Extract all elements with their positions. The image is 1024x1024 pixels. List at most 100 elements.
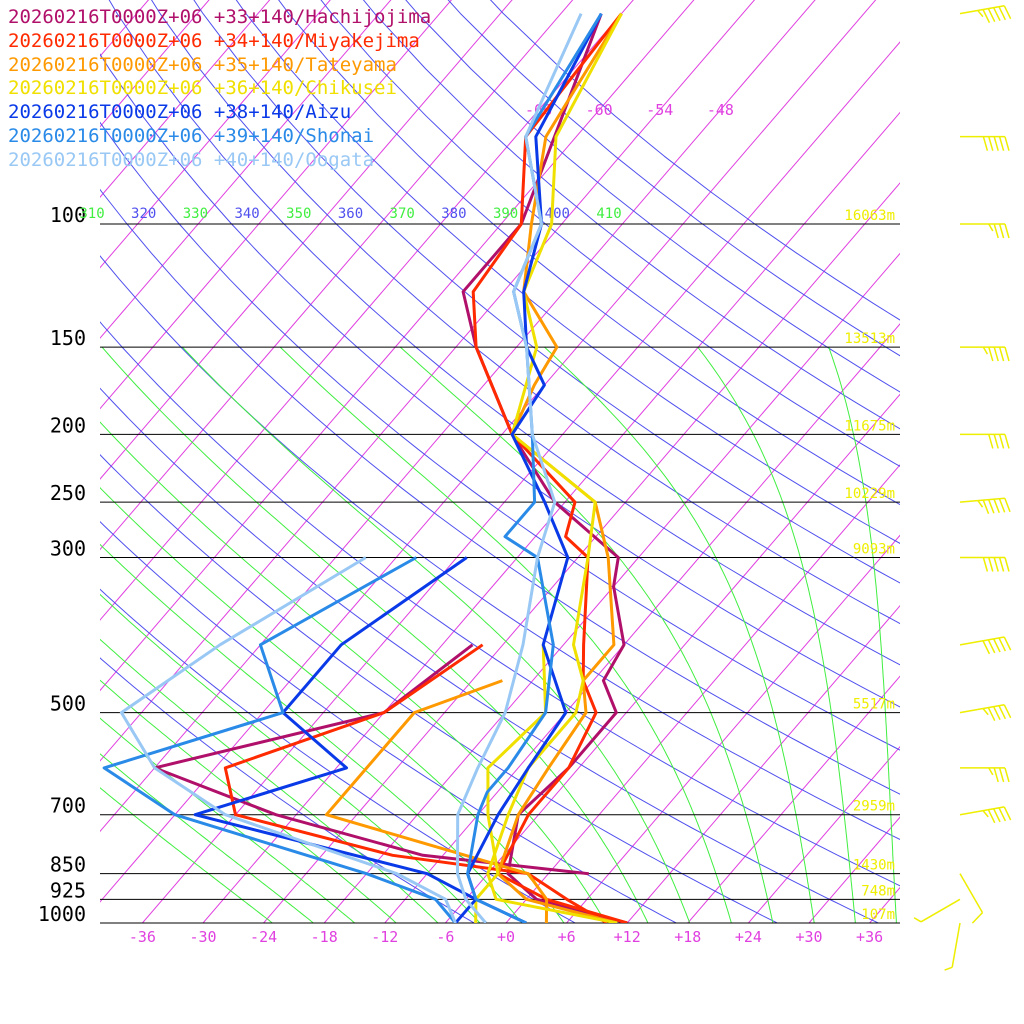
- temperature-line: [456, 12, 583, 923]
- barb-staff: [959, 704, 1005, 714]
- barb-feather: [988, 346, 994, 362]
- barb-feather: [1003, 636, 1012, 651]
- barb-feather: [993, 7, 1001, 22]
- x-tick-label: +36: [856, 928, 883, 946]
- pressure-label: 200: [50, 413, 86, 437]
- moist-adiabat: [100, 753, 315, 923]
- x-tick-label: +12: [614, 928, 641, 946]
- dewpoint-line: [153, 643, 589, 876]
- moist-adiabat: [182, 346, 691, 923]
- dry-adiabat: [100, 53, 900, 708]
- wind-barb: [959, 5, 1012, 23]
- legend-entry: 20260216T0000Z+06 +38+140/Aizu: [8, 101, 352, 124]
- barb-feather: [988, 136, 994, 151]
- height-label: 5517m: [853, 697, 895, 713]
- barb-feather: [988, 767, 994, 776]
- dry-adiabat: [405, 0, 900, 393]
- isotherm: [100, 0, 271, 198]
- barb-feather: [1004, 557, 1010, 572]
- wind-barb: [960, 767, 1010, 783]
- x-tick-label: +6: [558, 928, 576, 946]
- wind-barb: [959, 636, 1012, 655]
- barb-feather: [988, 223, 994, 232]
- dewpoint-line: [324, 679, 549, 923]
- wind-barb: [913, 898, 961, 923]
- pressure-label: 925: [50, 878, 86, 902]
- isotherm: [100, 0, 453, 410]
- barb-feather: [998, 557, 1005, 572]
- moist-adiabat: [828, 346, 897, 923]
- height-label: 16063m: [844, 208, 895, 224]
- barb-feather: [998, 637, 1007, 652]
- theta-label: 370: [390, 206, 415, 222]
- legend-entry: 20260216T0000Z+06 +39+140/Shonai: [8, 124, 375, 147]
- moist-adiabat: [100, 638, 439, 923]
- sounding-profiles: [102, 12, 628, 923]
- barb-feather: [998, 767, 1005, 783]
- isobars: [100, 223, 900, 924]
- barb-feather: [998, 498, 1006, 513]
- x-tick-label: -18: [311, 928, 338, 946]
- wind-barb: [960, 556, 1010, 572]
- dry-adiabat: [100, 454, 779, 923]
- barb-feather: [993, 638, 1001, 653]
- barb-feather: [1004, 346, 1010, 362]
- barb-feather: [988, 557, 994, 572]
- barb-staff: [959, 873, 984, 914]
- theta-label: 310: [79, 206, 104, 222]
- pressure-label: 1000: [38, 902, 86, 926]
- legend-entry: 20260216T0000Z+06 +36+140/Chikusei: [8, 77, 397, 100]
- wind-barbs: [913, 5, 1012, 971]
- barb-feather: [982, 557, 989, 572]
- dry-adiabat: [193, 0, 900, 584]
- temperature-line: [486, 12, 623, 923]
- height-label: 9093m: [853, 542, 895, 558]
- theta-label: 330: [183, 206, 208, 222]
- barb-feather: [993, 706, 1001, 721]
- barb-feather: [998, 434, 1005, 449]
- dry-adiabat: [100, 321, 900, 887]
- theta-label: 340: [234, 206, 259, 222]
- barb-feather: [998, 705, 1007, 720]
- barb-feather: [982, 499, 990, 514]
- moist-adiabat: [101, 346, 649, 923]
- pressure-label: 150: [50, 326, 86, 350]
- legend-entry: 20260216T0000Z+06 +35+140/Tateyama: [8, 53, 397, 76]
- top-temp-label: -54: [646, 101, 673, 119]
- temperature-line: [496, 12, 623, 923]
- barb-feather: [987, 8, 996, 22]
- top-temp-label: -60: [586, 101, 613, 119]
- wind-barb: [960, 223, 1010, 239]
- legend-entry: 20260216T0000Z+06 +34+140/Miyakejima: [8, 29, 420, 52]
- theta-label: 380: [441, 206, 466, 222]
- barb-feather: [998, 807, 1007, 822]
- isotherm: [808, 816, 900, 923]
- wind-barb: [959, 704, 1012, 721]
- barb-feather: [982, 640, 991, 655]
- dry-adiabat: [150, 0, 900, 625]
- wind-barb: [959, 497, 1011, 514]
- pressure-label: 500: [50, 692, 86, 716]
- dry-adiabat: [100, 387, 880, 923]
- isotherm: [100, 0, 210, 128]
- pressure-label: 100: [50, 203, 86, 227]
- barb-staff: [920, 898, 961, 923]
- moist-adiabat: [697, 346, 856, 923]
- top-temp-label: -48: [707, 101, 734, 119]
- x-tick-label: +0: [497, 928, 515, 946]
- legend-entry: 20260216T0000Z+06 +40+140/Oogata: [8, 148, 375, 171]
- barb-feather: [993, 346, 999, 362]
- barb-staff: [959, 497, 1005, 503]
- barb-feather: [998, 6, 1007, 21]
- theta-label: 410: [596, 206, 621, 222]
- pressure-label: 300: [50, 537, 86, 561]
- wind-barb: [959, 873, 984, 924]
- barb-feather: [987, 639, 996, 654]
- barb-feather: [987, 809, 996, 824]
- barb-feather: [993, 557, 999, 572]
- barb-feather: [982, 810, 989, 818]
- height-label: 13513m: [844, 331, 895, 347]
- pressure-label: 850: [50, 853, 86, 877]
- dry-adiabat: [278, 0, 900, 506]
